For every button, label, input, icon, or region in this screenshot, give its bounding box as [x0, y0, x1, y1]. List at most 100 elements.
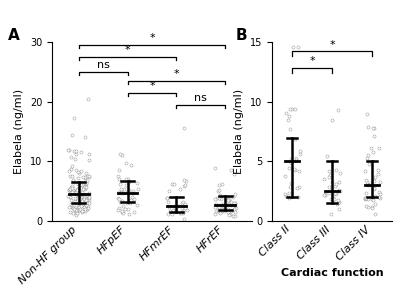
Point [75, 200, 82, 205]
Point [292, 106, 298, 111]
Point [116, 177, 122, 182]
Point [83, 197, 90, 202]
Point [118, 191, 124, 196]
Point [78, 169, 84, 174]
Point [76, 207, 82, 212]
Point [182, 204, 188, 208]
Point [82, 175, 88, 180]
Point [335, 108, 342, 113]
Point [134, 202, 140, 207]
Point [124, 200, 130, 205]
Point [170, 208, 176, 213]
Point [362, 191, 369, 196]
Point [368, 205, 375, 209]
Point [285, 118, 292, 123]
Point [83, 207, 90, 212]
Point [326, 169, 332, 174]
Point [65, 187, 72, 192]
Point [82, 207, 88, 212]
Point [122, 177, 129, 181]
Text: *: * [174, 69, 179, 79]
Point [332, 190, 338, 195]
Point [85, 195, 92, 199]
Point [74, 191, 81, 196]
Point [364, 156, 370, 161]
Point [220, 202, 227, 206]
Point [85, 205, 91, 210]
Point [371, 179, 377, 184]
Point [114, 196, 121, 201]
Text: ns: ns [194, 93, 207, 103]
Point [370, 150, 376, 154]
Point [74, 187, 81, 192]
Point [124, 190, 130, 194]
Point [116, 168, 122, 173]
Point [328, 197, 334, 202]
Point [66, 193, 72, 198]
Point [281, 174, 288, 179]
Point [232, 201, 238, 206]
Point [179, 210, 186, 215]
Point [172, 205, 179, 210]
Point [180, 211, 186, 216]
Point [76, 193, 82, 198]
Point [295, 45, 301, 50]
Point [83, 196, 90, 200]
Point [83, 203, 89, 208]
X-axis label: Cardiac function: Cardiac function [281, 268, 383, 277]
Point [181, 126, 187, 131]
Point [82, 181, 89, 186]
Point [212, 197, 218, 202]
Point [74, 199, 80, 204]
Point [82, 199, 88, 204]
Point [362, 196, 368, 201]
Point [66, 173, 73, 178]
Point [68, 184, 75, 188]
Point [116, 190, 122, 194]
Point [85, 204, 91, 208]
Point [215, 209, 222, 214]
Point [226, 197, 232, 202]
Point [364, 112, 370, 116]
Point [125, 199, 132, 204]
Point [336, 206, 342, 211]
Point [287, 185, 294, 190]
Point [232, 191, 238, 196]
Point [118, 187, 125, 192]
Point [365, 153, 372, 158]
Point [78, 204, 84, 208]
Point [72, 156, 78, 161]
Point [221, 209, 228, 214]
Point [66, 147, 72, 152]
Point [293, 157, 300, 162]
Point [74, 198, 80, 203]
Point [181, 183, 187, 188]
Point [128, 197, 134, 202]
Point [364, 182, 370, 187]
Point [82, 135, 88, 139]
Point [77, 207, 84, 212]
Point [218, 181, 225, 186]
Point [326, 190, 332, 195]
Point [73, 152, 80, 157]
Point [177, 210, 183, 215]
Point [79, 189, 86, 194]
Point [371, 187, 378, 192]
Point [294, 185, 301, 190]
Point [219, 202, 225, 207]
Point [176, 187, 183, 192]
Point [370, 197, 377, 202]
Point [82, 184, 89, 189]
Point [81, 199, 87, 204]
Point [75, 169, 81, 174]
Point [74, 190, 81, 194]
Point [82, 181, 89, 186]
Point [181, 178, 188, 182]
Point [70, 210, 76, 215]
Point [228, 199, 234, 204]
Text: ns: ns [97, 60, 110, 70]
Point [74, 207, 80, 212]
Point [181, 216, 188, 221]
Text: A: A [8, 28, 20, 42]
Point [81, 192, 87, 197]
